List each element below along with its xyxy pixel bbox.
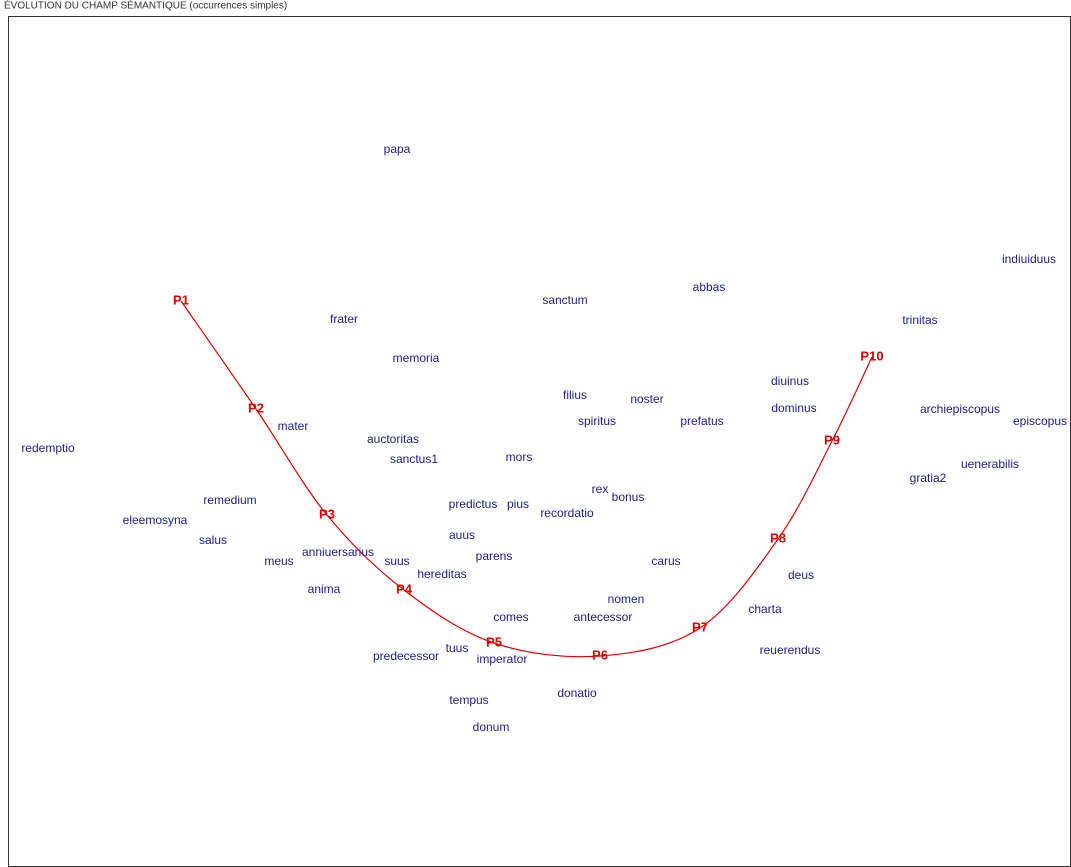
word-label: anima	[308, 582, 341, 596]
word-label: mors	[506, 450, 533, 464]
word-label: mater	[278, 419, 309, 433]
period-label: P2	[248, 400, 264, 415]
word-label: spiritus	[578, 414, 616, 428]
word-label: charta	[748, 602, 782, 616]
plot-frame	[8, 16, 1071, 867]
word-label: indiuiduus	[1002, 252, 1056, 266]
word-label: recordatio	[540, 506, 594, 520]
word-label: meus	[264, 554, 293, 568]
period-label: P6	[592, 647, 608, 662]
period-label: P1	[173, 292, 189, 307]
word-label: redemptio	[21, 441, 75, 455]
word-label: sanctum	[542, 293, 587, 307]
word-label: gratia2	[910, 471, 947, 485]
word-label: salus	[199, 533, 227, 547]
word-label: abbas	[693, 280, 726, 294]
word-label: predictus	[449, 497, 498, 511]
word-label: suus	[384, 554, 409, 568]
word-label: archiepiscopus	[920, 402, 1000, 416]
word-label: remedium	[203, 493, 256, 507]
word-label: episcopus	[1013, 414, 1067, 428]
word-label: filius	[563, 388, 587, 402]
word-label: dominus	[771, 401, 816, 415]
period-label: P4	[396, 581, 413, 596]
word-label: eleemosyna	[123, 513, 188, 527]
word-label: imperator	[477, 652, 528, 666]
word-label: uenerabilis	[961, 457, 1019, 471]
period-label: P10	[860, 348, 883, 363]
word-label: auus	[449, 528, 475, 542]
word-label: pius	[507, 497, 529, 511]
word-label: donum	[473, 720, 510, 734]
word-label: reuerendus	[760, 643, 821, 657]
word-label: auctoritas	[367, 432, 419, 446]
period-label: P8	[770, 530, 786, 545]
period-label: P5	[486, 634, 502, 649]
word-label: deus	[788, 568, 814, 582]
word-label: donatio	[557, 686, 597, 700]
word-label: carus	[651, 554, 680, 568]
word-label: predecessor	[373, 649, 439, 663]
word-label: trinitas	[902, 313, 937, 327]
trajectory-line	[180, 300, 873, 658]
word-label: prefatus	[680, 414, 723, 428]
word-label: papa	[384, 142, 411, 156]
word-label: bonus	[612, 490, 645, 504]
word-label: memoria	[393, 351, 440, 365]
word-label: diuinus	[771, 374, 809, 388]
word-label: parens	[476, 549, 513, 563]
word-label: antecessor	[574, 610, 633, 624]
word-label: hereditas	[417, 567, 466, 581]
word-label: comes	[493, 610, 528, 624]
word-label: nomen	[608, 592, 645, 606]
period-label: P7	[692, 619, 708, 634]
word-label: tempus	[449, 693, 488, 707]
chart-title: ÉVOLUTION DU CHAMP SÉMANTIQUE (occurrenc…	[4, 0, 287, 12]
word-label: noster	[630, 392, 663, 406]
period-label: P9	[824, 432, 840, 447]
word-label: frater	[330, 312, 358, 326]
word-label: anniuersarius	[302, 545, 374, 559]
word-label: sanctus1	[390, 452, 438, 466]
word-label: rex	[592, 482, 609, 496]
period-label: P3	[319, 506, 335, 521]
word-label: tuus	[446, 641, 469, 655]
